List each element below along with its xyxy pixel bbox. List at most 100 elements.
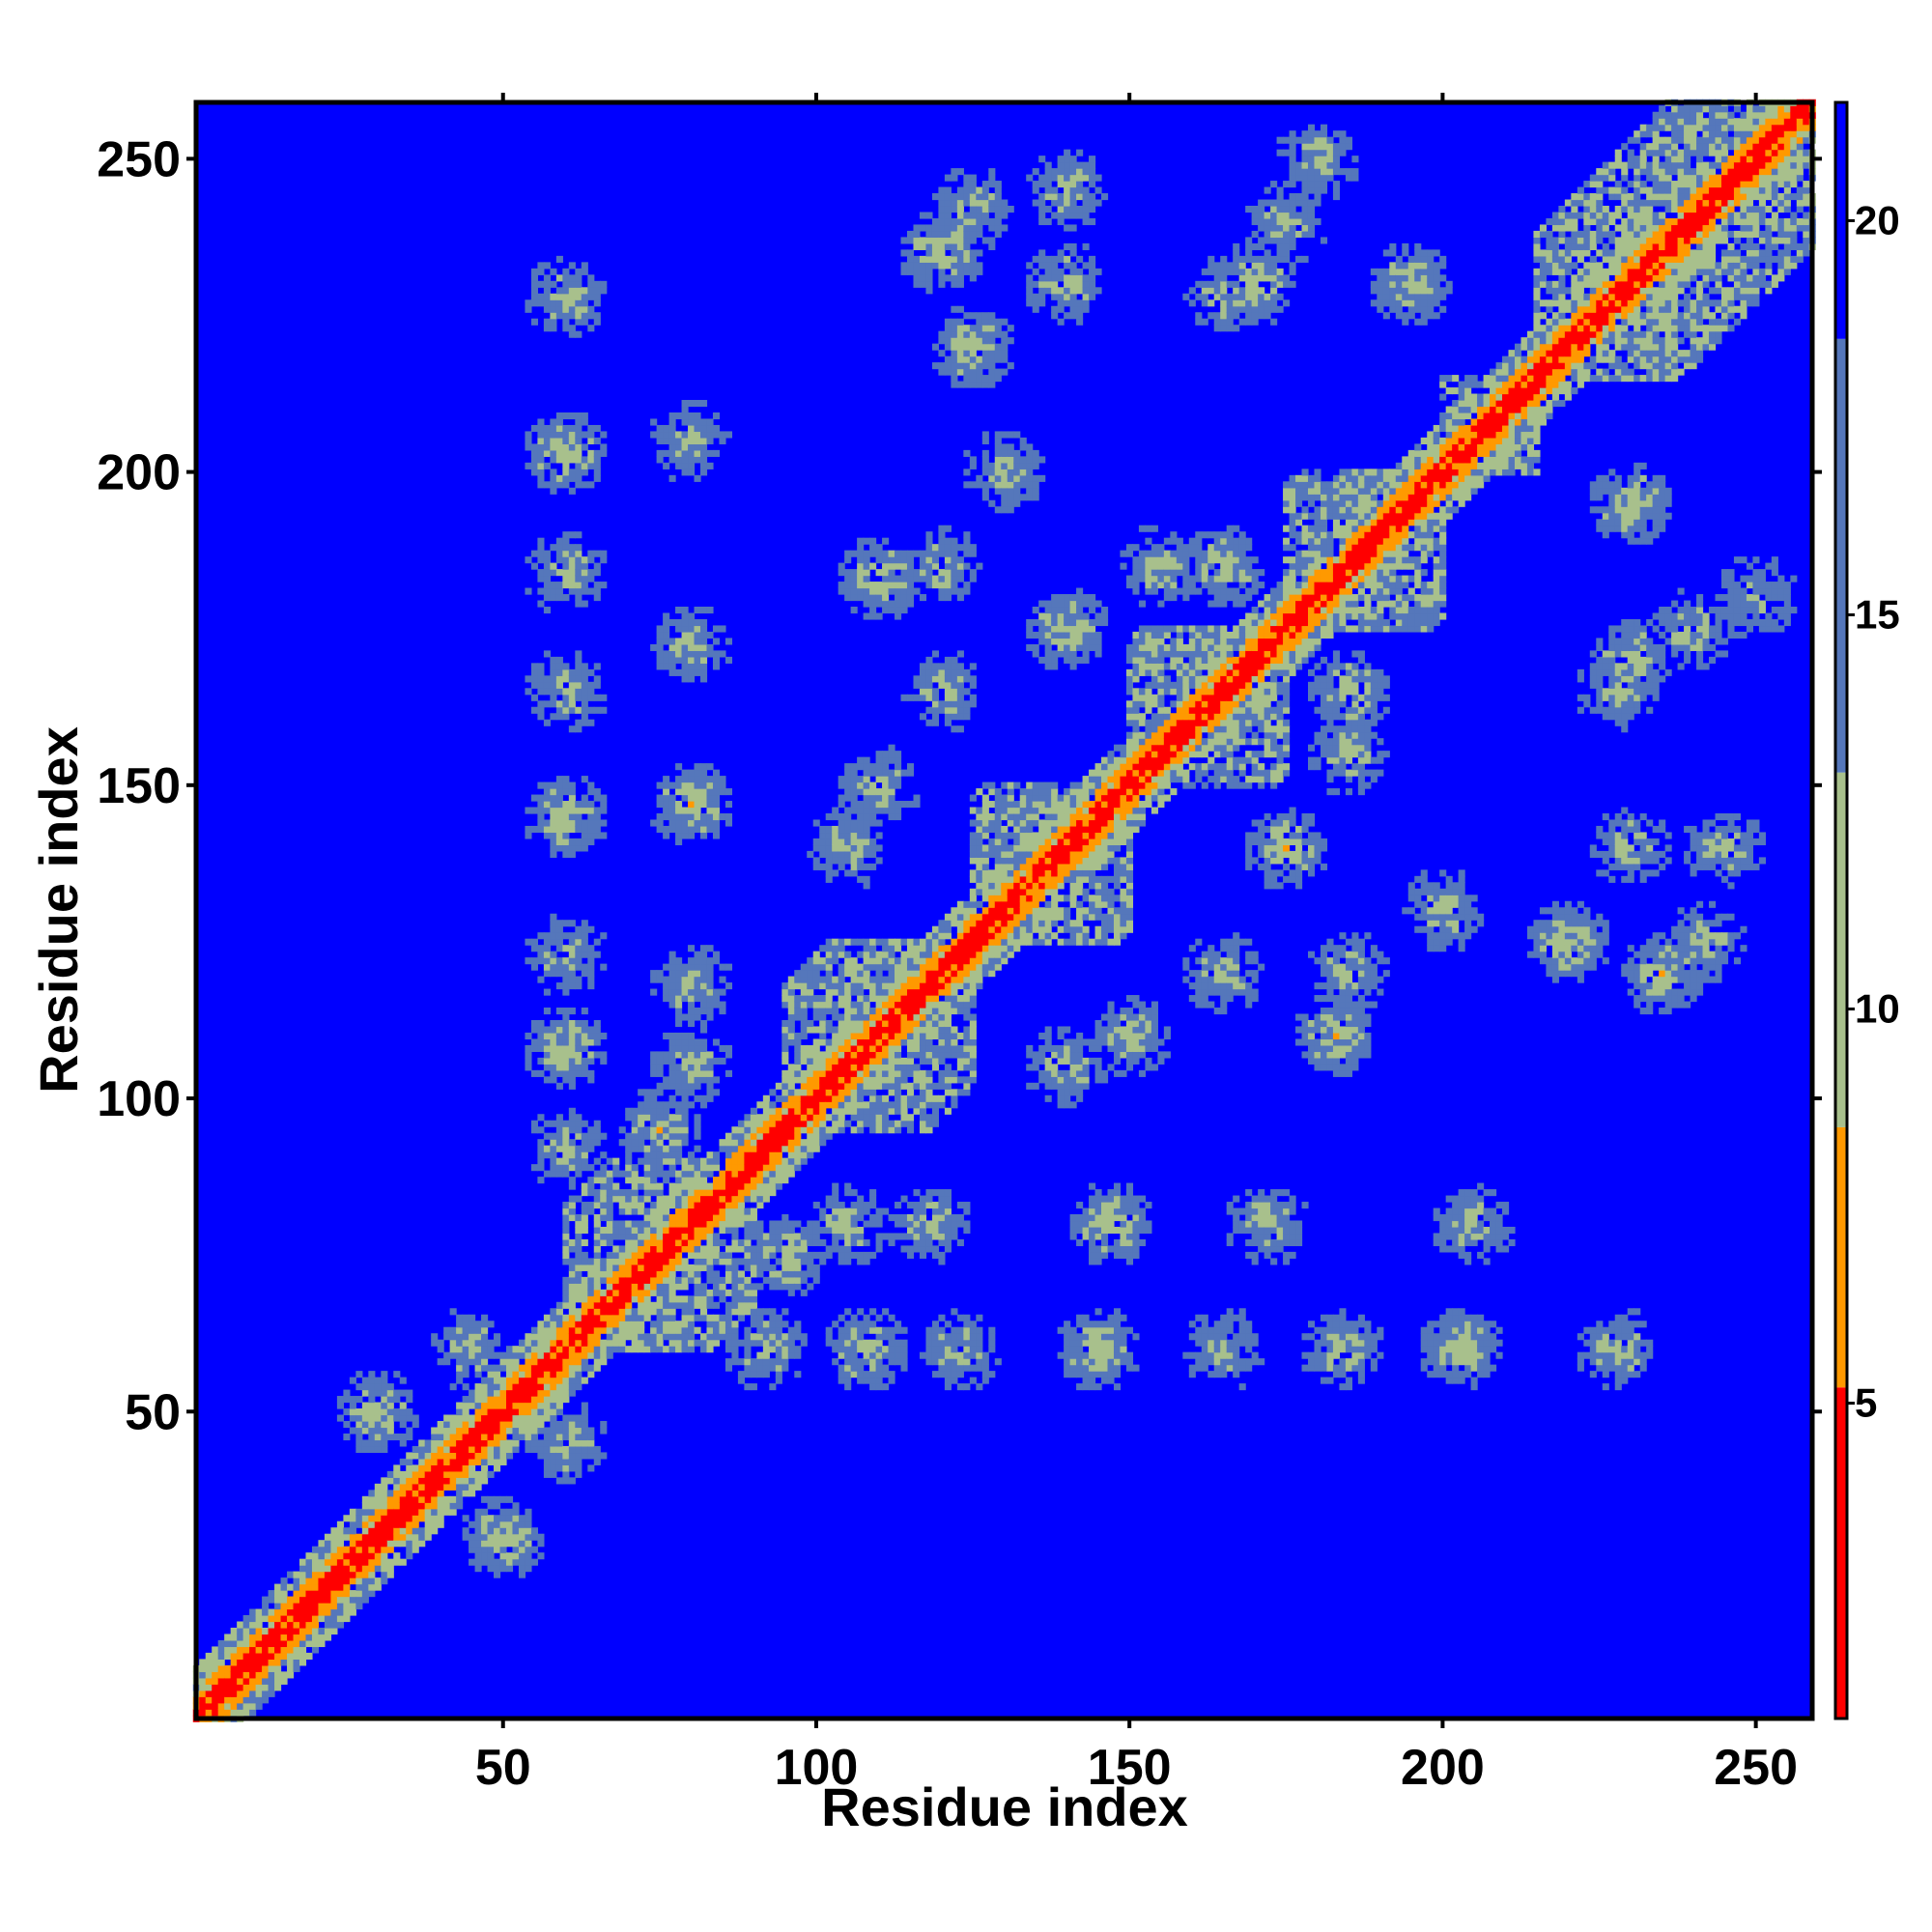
heatmap-cell xyxy=(581,1044,588,1053)
heatmap-cell xyxy=(625,1270,633,1278)
heatmap-cell xyxy=(863,1082,870,1090)
heatmap-cell xyxy=(349,1414,356,1422)
heatmap-cell xyxy=(775,1164,782,1172)
heatmap-cell xyxy=(663,1208,670,1215)
heatmap-cell xyxy=(762,1258,770,1265)
heatmap-cell xyxy=(750,1226,757,1235)
heatmap-cell xyxy=(913,1038,921,1046)
heatmap-cell xyxy=(575,293,582,300)
heatmap-cell xyxy=(505,1408,514,1416)
heatmap-cell xyxy=(857,569,865,577)
heatmap-cell xyxy=(543,607,551,614)
heatmap-cell xyxy=(744,1139,752,1147)
heatmap-cell xyxy=(919,594,927,602)
heatmap-cell xyxy=(737,1208,745,1215)
heatmap-cell xyxy=(882,1094,890,1102)
heatmap-cell xyxy=(719,963,726,971)
heatmap-cell xyxy=(575,1057,582,1065)
heatmap-cell xyxy=(568,1082,576,1090)
heatmap-cell xyxy=(612,1164,620,1172)
heatmap-cell xyxy=(675,625,683,633)
heatmap-cell xyxy=(550,418,557,426)
heatmap-cell xyxy=(550,963,557,971)
heatmap-cell xyxy=(600,1427,608,1435)
heatmap-cell xyxy=(474,1364,482,1372)
heatmap-cell xyxy=(575,656,582,664)
heatmap-cell xyxy=(895,550,902,557)
heatmap-cell xyxy=(537,1333,545,1341)
heatmap-cell xyxy=(675,431,683,439)
heatmap-cell xyxy=(750,1182,757,1190)
heatmap-cell xyxy=(712,988,721,996)
heatmap-cell xyxy=(787,1270,795,1278)
heatmap-cell xyxy=(668,618,676,627)
heatmap-cell xyxy=(794,1258,802,1265)
heatmap-cell xyxy=(487,1396,495,1404)
heatmap-cell xyxy=(675,1238,683,1247)
heatmap-cell xyxy=(555,1145,563,1152)
heatmap-cell xyxy=(638,1220,645,1228)
heatmap-cell xyxy=(393,1490,401,1497)
heatmap-cell xyxy=(481,1433,489,1441)
heatmap-cell xyxy=(406,1477,413,1485)
heatmap-cell xyxy=(600,1202,608,1209)
heatmap-cell xyxy=(787,1326,795,1334)
heatmap-cell xyxy=(906,1019,915,1028)
heatmap-cell xyxy=(274,1590,282,1598)
heatmap-cell xyxy=(919,988,927,996)
heatmap-cell xyxy=(393,1371,401,1378)
heatmap-cell xyxy=(568,838,576,846)
heatmap-cell xyxy=(694,1195,701,1203)
heatmap-cell xyxy=(481,1520,489,1528)
heatmap-cell xyxy=(562,443,570,451)
heatmap-cell xyxy=(237,1646,244,1654)
heatmap-cell xyxy=(343,1408,351,1416)
heatmap-cell xyxy=(518,1377,526,1384)
heatmap-cell xyxy=(819,1051,827,1059)
heatmap-cell xyxy=(625,1258,633,1265)
heatmap-cell xyxy=(462,1339,469,1347)
heatmap-cell xyxy=(456,1445,464,1454)
heatmap-cell xyxy=(857,582,865,589)
heatmap-cell xyxy=(919,1019,927,1028)
heatmap-cell xyxy=(762,1151,770,1159)
heatmap-cell xyxy=(663,812,670,821)
heatmap-cell xyxy=(481,1508,489,1516)
heatmap-cell xyxy=(694,1164,701,1172)
heatmap-cell xyxy=(700,1333,708,1341)
heatmap-cell xyxy=(750,1114,757,1122)
heatmap-cell xyxy=(719,1208,726,1215)
heatmap-cell xyxy=(832,812,839,821)
heatmap-cell xyxy=(750,1295,757,1303)
heatmap-cell xyxy=(882,575,890,582)
heatmap-cell xyxy=(494,1371,501,1378)
heatmap-cell xyxy=(895,976,902,983)
heatmap-cell xyxy=(656,819,664,827)
heatmap-cell xyxy=(668,1151,676,1159)
heatmap-cell xyxy=(762,1264,770,1271)
heatmap-cell xyxy=(832,1026,839,1034)
heatmap-cell xyxy=(336,1577,344,1585)
heatmap-cell xyxy=(287,1664,295,1672)
heatmap-cell xyxy=(875,1076,883,1084)
heatmap-cell xyxy=(555,1139,563,1147)
heatmap-cell xyxy=(756,1202,764,1209)
heatmap-cell xyxy=(537,1057,545,1065)
heatmap-cell xyxy=(606,1251,613,1259)
heatmap-cell xyxy=(638,1238,645,1247)
heatmap-cell xyxy=(844,1008,852,1015)
heatmap-cell xyxy=(737,1189,745,1197)
heatmap-cell xyxy=(706,763,714,771)
heatmap-cell xyxy=(568,293,576,300)
heatmap-cell xyxy=(925,531,933,539)
heatmap-cell xyxy=(838,1126,845,1134)
heatmap-cell xyxy=(812,951,820,958)
heatmap-cell xyxy=(418,1483,426,1491)
heatmap-cell xyxy=(530,318,539,326)
heatmap-cell xyxy=(825,957,833,965)
heatmap-cell xyxy=(675,456,683,464)
heatmap-cell xyxy=(537,932,545,940)
heatmap-cell xyxy=(393,1558,401,1566)
heatmap-cell xyxy=(650,970,658,978)
heatmap-cell xyxy=(675,1008,683,1015)
